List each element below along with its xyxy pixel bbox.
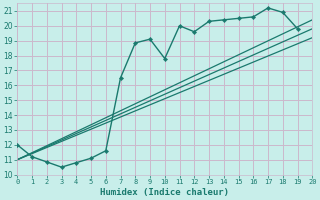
X-axis label: Humidex (Indice chaleur): Humidex (Indice chaleur) — [100, 188, 229, 197]
